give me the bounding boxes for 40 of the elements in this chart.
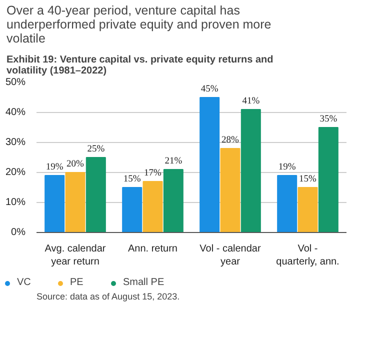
x-tick-label: Vol - calendar year: [200, 244, 262, 268]
y-tick-label: 40%: [5, 107, 26, 118]
bar: [220, 148, 240, 232]
data-label: 15%: [299, 174, 317, 184]
data-label: 17%: [144, 168, 162, 178]
data-label: 45%: [200, 84, 218, 94]
bar: [163, 169, 184, 232]
bar: [277, 175, 298, 232]
y-tick-label: 30%: [5, 137, 26, 148]
data-label: 20%: [66, 160, 84, 170]
bar: [44, 175, 65, 232]
data-label: 21%: [164, 156, 182, 166]
x-tick-label: Ann. return: [128, 244, 178, 254]
data-label: 28%: [222, 136, 240, 146]
chart-subtitle: Exhibit 19: Venture capital vs. private equity returns and volatility (1981–2022): [6, 54, 274, 76]
bar: [298, 187, 318, 232]
bar: [240, 109, 261, 232]
data-label: 19%: [278, 162, 296, 172]
bar: [65, 172, 86, 232]
legend-label: VC: [17, 277, 32, 288]
bar: [142, 181, 163, 232]
bar: [200, 97, 220, 232]
source-note: Source: data as of August 15, 2023.: [36, 292, 180, 302]
chart-title: Over a 40-year period, venture capital has underperformed private equity and proven more volatile: [6, 4, 272, 46]
data-label: 25%: [87, 144, 105, 154]
legend-label: Small PE: [123, 277, 164, 288]
bar: [318, 127, 338, 232]
data-label: 15%: [123, 174, 141, 184]
y-tick-label: 50%: [5, 77, 26, 88]
data-label: 19%: [46, 162, 64, 172]
y-tick-label: 10%: [5, 197, 26, 208]
y-tick-label: 0%: [11, 227, 26, 238]
y-tick-label: 20%: [5, 167, 26, 178]
x-tick-label: Vol - quarterly, ann.: [276, 244, 340, 268]
bar: [86, 157, 106, 232]
legend-label: PE: [70, 277, 84, 288]
data-label: 35%: [320, 114, 338, 124]
data-label: 41%: [242, 96, 260, 106]
x-tick-label: Avg. calendar year return: [44, 244, 106, 268]
bar: [122, 187, 142, 232]
